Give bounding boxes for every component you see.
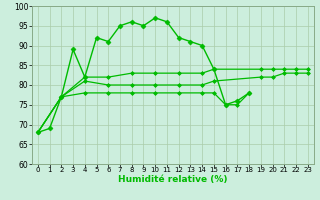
X-axis label: Humidité relative (%): Humidité relative (%) <box>118 175 228 184</box>
